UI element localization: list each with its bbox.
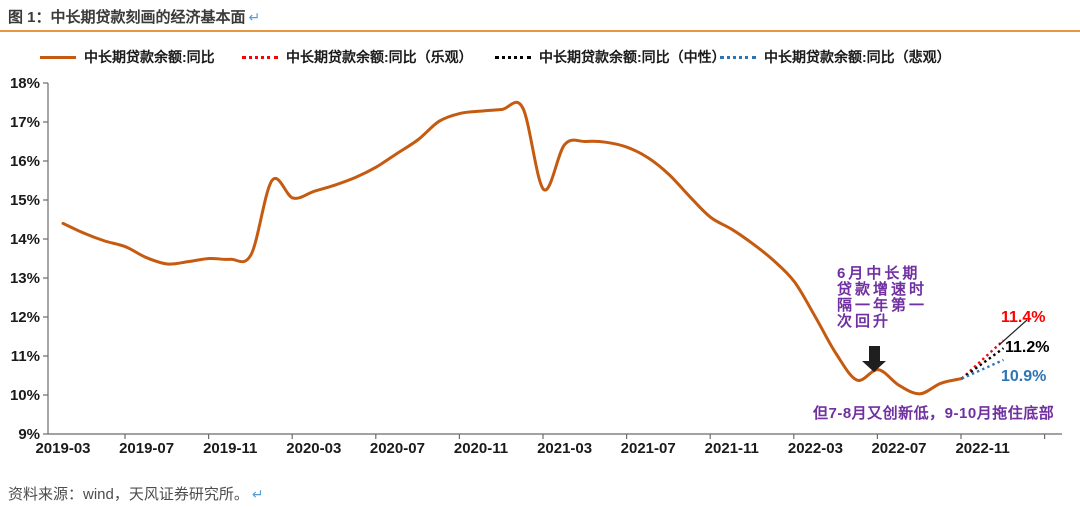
x-axis-tick-label: 2019-03 [35,440,90,457]
annotation-june-rebound: 6月中长期贷款增速时隔一年第一次回升 [837,265,928,330]
forecast-line-1 [960,347,1005,380]
y-axis-tick-label: 13% [10,270,40,287]
legend-item-optimistic: 中长期贷款余额:同比（乐观） [242,46,473,68]
forecast-value-label-2: 10.9% [1001,368,1046,385]
y-axis-tick-label: 10% [10,387,40,404]
legend-swatch-dotted-red [242,55,278,59]
source-text: 资料来源：wind，天风证券研究所。 [8,486,249,503]
y-axis-tick-label: 9% [18,426,40,443]
y-axis-tick-label: 18% [10,75,40,92]
x-axis-tick-label: 2020-11 [454,440,508,457]
down-arrow-icon [862,346,886,372]
x-axis-tick-label: 2019-11 [203,440,257,457]
legend-label: 中长期贷款余额:同比（中性） [539,49,726,65]
series-line-actual [61,100,964,396]
x-axis-tick-label: 2019-07 [119,440,174,457]
x-axis-tick-label: 2021-07 [621,440,676,457]
y-axis-tick-label: 15% [10,192,40,209]
x-axis-tick-label: 2021-11 [705,440,759,457]
label-leader-line [998,319,1028,346]
title-underline [0,30,1080,32]
y-axis-tick-label: 12% [10,309,40,326]
return-mark-icon: ↵ [251,486,264,502]
forecast-value-label-1: 11.2% [1005,339,1049,356]
legend-label: 中长期贷款余额:同比（乐观） [286,49,473,65]
y-axis-tick-label: 17% [10,114,40,131]
forecast-value-label-0: 11.4% [1001,309,1045,326]
x-axis-tick-label: 2022-11 [955,440,1009,457]
figure-header: 图 1：中长期贷款刻画的经济基本面 ↵ [8,6,260,27]
x-axis-tick-label: 2020-07 [370,440,425,457]
legend-label: 中长期贷款余额:同比（悲观） [764,49,951,65]
legend-swatch-dotted-blue [720,55,756,59]
forecast-line-0 [960,339,1005,380]
chart-legend: 中长期贷款余额:同比 中长期贷款余额:同比（乐观） 中长期贷款余额:同比（中性）… [0,46,1080,68]
return-mark-icon: ↵ [248,9,261,25]
legend-swatch-solid-line [40,55,76,59]
figure-title: 图 1：中长期贷款刻画的经济基本面 [8,9,246,26]
y-axis-tick-label: 14% [10,231,40,248]
legend-item-pessimistic: 中长期贷款余额:同比（悲观） [720,46,951,68]
x-axis-tick-label: 2021-03 [537,440,592,457]
legend-item-actual: 中长期贷款余额:同比 [40,46,215,68]
y-axis-tick-label: 16% [10,153,40,170]
source-note: 资料来源：wind，天风证券研究所。 ↵ [8,483,264,504]
legend-item-neutral: 中长期贷款余额:同比（中性） [495,46,726,68]
legend-label: 中长期贷款余额:同比 [84,49,215,65]
legend-swatch-dotted-black [495,55,531,59]
annotation-jul-oct-low: 但7-8月又创新低，9-10月拖住底部 [813,405,1055,422]
y-axis-tick-label: 11% [11,348,40,365]
x-axis-tick-label: 2020-03 [286,440,341,457]
forecast-line-2 [961,358,1004,380]
x-axis-tick-label: 2022-03 [788,440,843,457]
x-axis-tick-label: 2022-07 [871,440,926,457]
